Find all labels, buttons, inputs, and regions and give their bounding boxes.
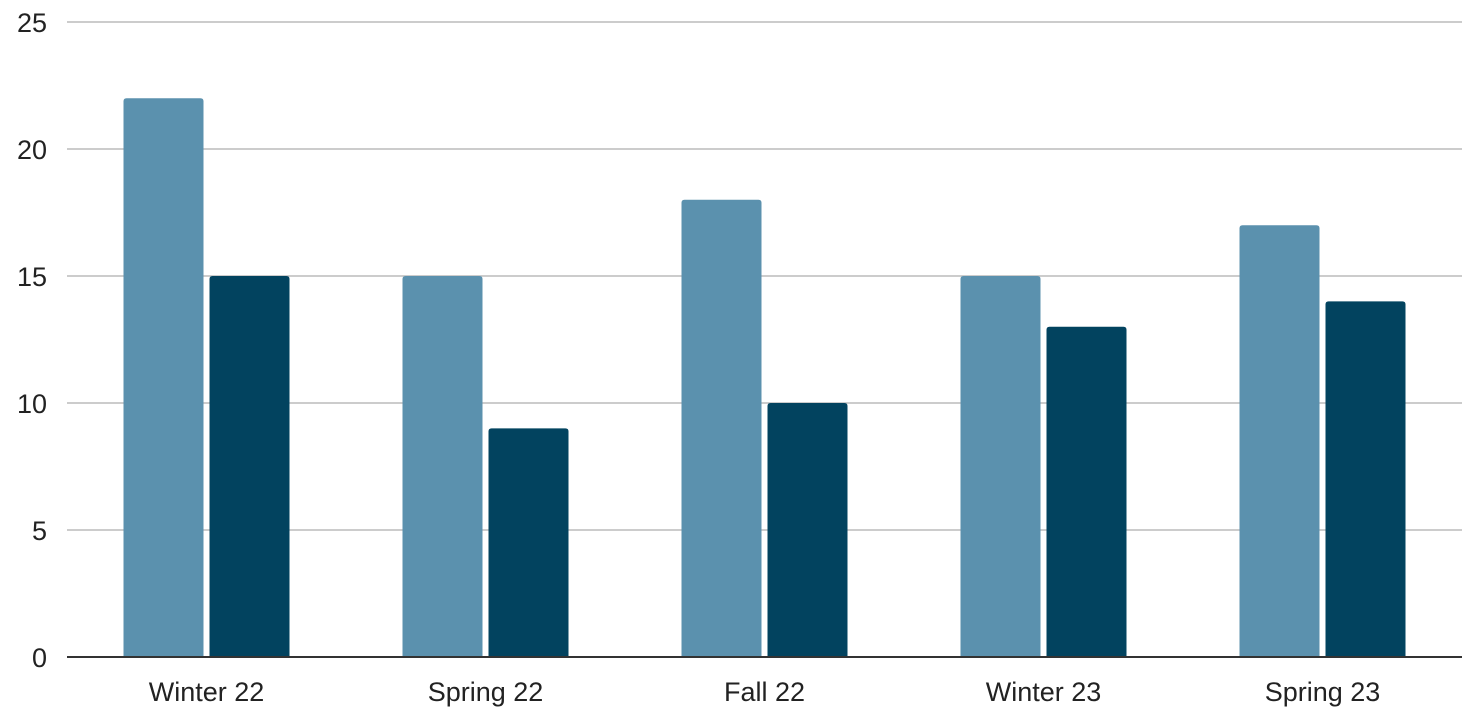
y-tick-label: 10 (17, 389, 47, 419)
y-tick-label: 15 (17, 262, 47, 292)
bar-spring-22-series-2 (488, 428, 569, 657)
bar-winter-23-series-1 (960, 276, 1041, 657)
y-tick-label: 20 (17, 135, 47, 165)
bar-winter-22-series-1 (123, 98, 204, 657)
x-tick-label: Winter 22 (149, 677, 265, 707)
bar-spring-23-series-1 (1239, 225, 1320, 657)
x-tick-label: Spring 23 (1265, 677, 1381, 707)
y-axis-ticks: 0 5 10 15 20 25 (17, 8, 47, 673)
y-tick-label: 0 (32, 643, 47, 673)
bar-spring-23-series-2 (1325, 301, 1406, 657)
x-tick-label: Spring 22 (428, 677, 544, 707)
x-axis-ticks: Winter 22 Spring 22 Fall 22 Winter 23 Spring… (149, 677, 1381, 707)
bar-winter-22-series-2 (209, 276, 290, 657)
bar-fall-22-series-1 (681, 199, 762, 658)
bar-spring-22-series-1 (402, 276, 483, 657)
y-tick-label: 25 (17, 8, 47, 38)
bars (123, 98, 1406, 658)
x-tick-label: Winter 23 (986, 677, 1102, 707)
y-tick-label: 5 (32, 516, 47, 546)
bar-fall-22-series-2 (767, 403, 848, 657)
bar-winter-23-series-2 (1046, 326, 1127, 657)
gridlines (67, 21, 1462, 531)
x-tick-label: Fall 22 (724, 677, 805, 707)
